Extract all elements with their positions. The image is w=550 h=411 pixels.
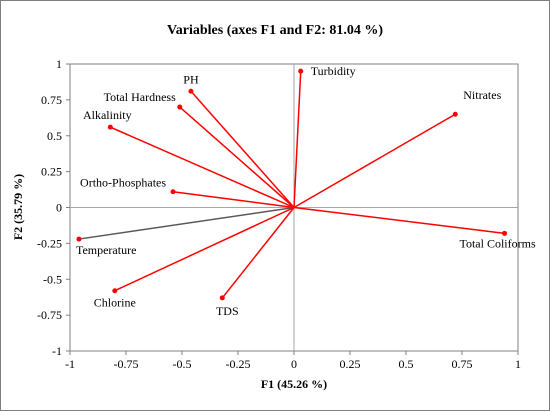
variable-label: Turbidity: [311, 64, 356, 78]
y-tick-label: -1: [52, 344, 62, 358]
vectors: [76, 68, 508, 301]
variable-label: Ortho-Phosphates: [80, 176, 166, 190]
variable-label: PH: [183, 72, 199, 86]
variable-label: Total Hardness: [104, 90, 176, 104]
vector-line: [221, 207, 295, 299]
vector-point: [298, 68, 304, 74]
x-tick-label: -0.5: [173, 357, 192, 371]
x-tick-label: 0.25: [340, 357, 361, 371]
y-tick-label: -0.25: [37, 236, 62, 250]
vector-line: [190, 90, 295, 208]
vector-line: [78, 206, 295, 240]
x-tick-label: 1: [515, 357, 521, 371]
variable-label: Nitrates: [463, 88, 501, 102]
y-tick-label: 0: [56, 201, 62, 215]
y-axis-label: F2 (35.79 %): [11, 174, 25, 240]
y-tick-label: 1: [56, 57, 62, 71]
x-tick-label: -1: [65, 357, 75, 371]
vector-point: [452, 111, 458, 117]
vector-point: [107, 124, 113, 130]
vector-line: [293, 113, 456, 209]
vector-point: [219, 295, 225, 301]
vector-point: [502, 230, 508, 236]
x-tick-label: -0.25: [226, 357, 251, 371]
y-tick-label: 0.5: [47, 129, 62, 143]
ticks: -1 -0.75 -0.5 -0.25 0 0.25 0.5 0.75 1 1 0.75 0.5 0.2…: [37, 57, 521, 371]
chart-title: Variables (axes F1 and F2: 81.04 %): [167, 23, 383, 38]
variable-label: TDS: [216, 304, 239, 318]
y-tick-label: -0.5: [43, 272, 62, 286]
vector-point: [177, 104, 183, 110]
x-tick-label: 0.5: [399, 357, 414, 371]
vector-line: [114, 206, 295, 292]
y-tick-label: 0.75: [41, 93, 62, 107]
vector-line: [110, 126, 295, 209]
vector-line: [172, 190, 295, 209]
variable-label: Total Coliforms: [459, 236, 535, 250]
variable-label: Alkalinity: [83, 108, 132, 122]
vector-point: [112, 288, 118, 294]
vector-line: [179, 106, 295, 209]
variable-labels: Turbidity PH Total Hardness Alkalinity Nitra…: [76, 64, 536, 318]
x-axis-label: F1 (45.26 %): [261, 377, 327, 391]
y-tick-label: 0.25: [41, 165, 62, 179]
variable-label: Chlorine: [94, 296, 136, 310]
x-tick-label: 0: [291, 357, 297, 371]
x-tick-label: -0.75: [114, 357, 139, 371]
vector-line: [293, 206, 505, 235]
vector-point: [76, 236, 82, 242]
x-tick-label: 0.75: [452, 357, 473, 371]
vector-point: [188, 88, 194, 94]
vector-point: [170, 189, 176, 195]
variable-label: Temperature: [76, 243, 136, 257]
y-tick-label: -0.75: [37, 308, 62, 322]
vector-line: [293, 71, 302, 208]
